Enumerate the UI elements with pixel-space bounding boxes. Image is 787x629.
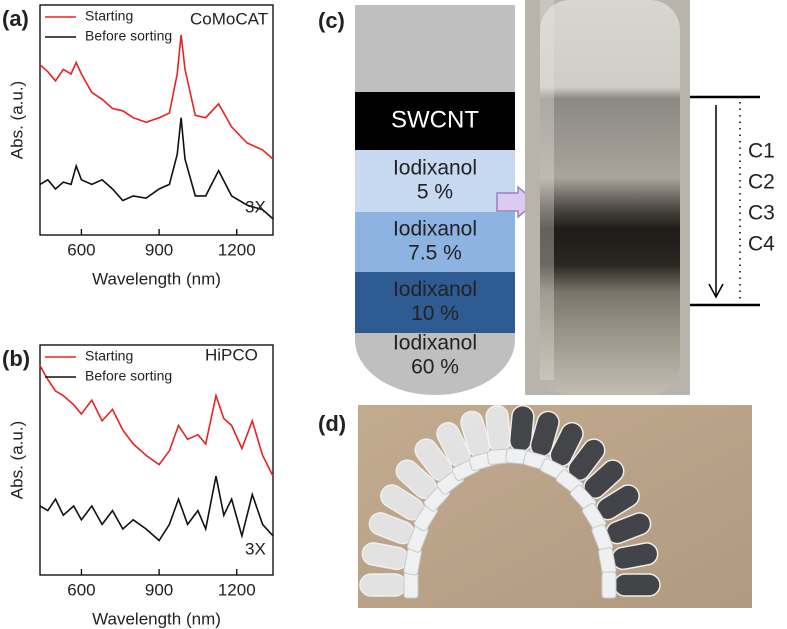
tube-layer — [355, 212, 515, 272]
x-tick-label: 600 — [67, 580, 95, 599]
annotation: 3X — [245, 539, 266, 558]
legend-label: Starting — [85, 348, 133, 364]
layer-label: 7.5 % — [408, 242, 462, 265]
layer-label: Iodixanol — [393, 332, 477, 355]
legend-label: Starting — [85, 8, 133, 24]
vial — [581, 484, 640, 532]
vial — [601, 571, 661, 599]
x-axis-label: Wavelength (nm) — [92, 609, 221, 628]
vial-cap — [601, 571, 617, 599]
fraction-label: C3 — [748, 202, 775, 225]
x-tick-label: 1200 — [218, 580, 256, 599]
panel-label: (c) — [318, 8, 345, 33]
spectrum-line — [39, 365, 274, 477]
x-tick-label: 900 — [145, 240, 173, 259]
legend-label: Before sorting — [85, 28, 172, 44]
panel-label: (d) — [318, 411, 346, 436]
fraction-label: C2 — [748, 171, 775, 194]
y-axis-label: Abs. (a.u.) — [7, 421, 26, 499]
x-tick-label: 900 — [145, 580, 173, 599]
tube-photo — [525, 0, 690, 395]
tube-layer — [355, 92, 515, 150]
vial — [368, 512, 429, 553]
tube-layer — [355, 272, 515, 333]
vial-body — [359, 573, 407, 597]
fraction-label: C1 — [748, 140, 775, 163]
x-tick-label: 1200 — [218, 240, 256, 259]
spectrum-line — [39, 34, 274, 160]
x-axis-label: Wavelength (nm) — [92, 269, 221, 288]
panel-label: (a) — [2, 6, 29, 31]
legend-label: Before sorting — [85, 368, 172, 384]
y-axis-label: Abs. (a.u.) — [7, 81, 26, 159]
tube-top — [355, 5, 515, 92]
tube-body — [540, 0, 680, 395]
plot-frame — [39, 344, 274, 576]
vial-body — [613, 573, 661, 597]
annotation: HiPCO — [205, 345, 258, 364]
vial — [359, 571, 419, 599]
glass-shine — [540, 0, 554, 380]
tube-layer — [355, 150, 515, 212]
layer-label: 60 % — [411, 356, 459, 379]
plot-frame — [39, 4, 274, 236]
vial-cap — [403, 571, 419, 599]
arrow-head — [708, 283, 724, 299]
fraction-label: C4 — [748, 233, 775, 256]
layer-label: 5 % — [417, 181, 453, 204]
vial — [598, 542, 659, 576]
spectrum-line — [39, 117, 274, 220]
annotation: 3X — [245, 197, 266, 216]
layer-label: 10 % — [411, 302, 459, 325]
layer-label: Iodixanol — [393, 278, 477, 301]
layer-label: Iodixanol — [393, 218, 477, 241]
layer-label: Iodixanol — [393, 157, 477, 180]
layer-label: SWCNT — [391, 106, 479, 133]
panel-label: (b) — [2, 346, 30, 371]
spectrum-line — [39, 475, 274, 542]
tube-layer — [355, 333, 515, 395]
vials — [359, 404, 661, 599]
vial-body — [485, 404, 512, 453]
annotation: CoMoCAT — [190, 9, 268, 28]
x-tick-label: 600 — [67, 240, 95, 259]
